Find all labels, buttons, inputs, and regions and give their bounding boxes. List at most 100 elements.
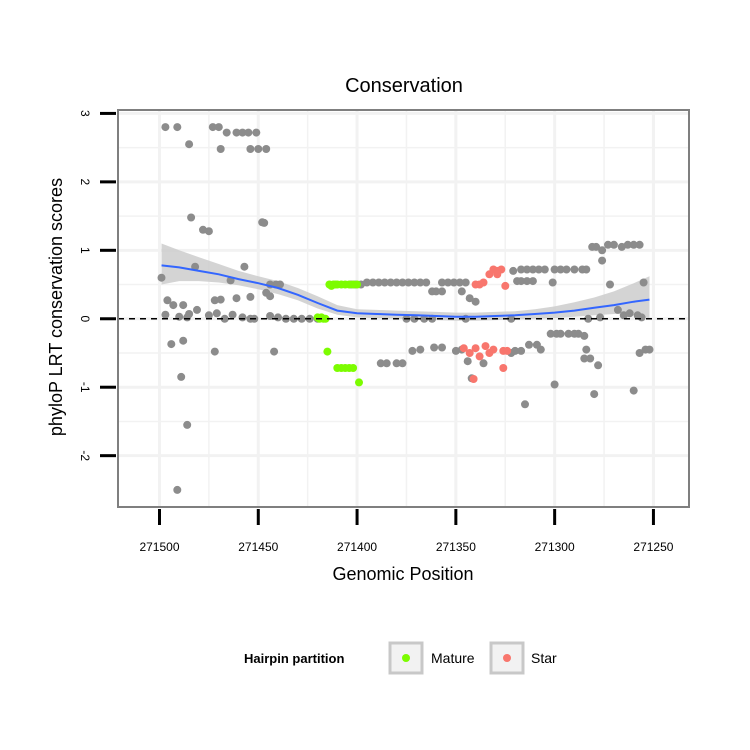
y-tick-label: 3	[78, 110, 92, 117]
point-other	[416, 278, 425, 287]
grid-lines	[118, 110, 689, 507]
point-other	[629, 240, 638, 249]
point-other	[191, 262, 200, 271]
point-other	[274, 313, 282, 322]
point-mature	[323, 347, 332, 356]
point-other	[254, 145, 263, 153]
point-other	[422, 278, 431, 287]
point-other	[392, 278, 401, 287]
point-other	[260, 218, 269, 227]
point-other	[228, 310, 237, 319]
point-other	[438, 278, 446, 287]
point-other	[556, 329, 565, 338]
point-other	[212, 309, 221, 318]
point-other	[216, 145, 225, 153]
plot-frame	[117, 109, 690, 508]
legend: Hairpin partition Mature Star	[244, 641, 557, 675]
point-star	[459, 344, 468, 353]
point-other	[444, 278, 452, 287]
point-other	[185, 310, 194, 318]
point-other	[550, 265, 559, 274]
smooth-fit-layer	[161, 264, 650, 318]
point-star	[501, 281, 510, 290]
x-tick-label: 271250	[633, 540, 673, 554]
point-mature	[353, 280, 362, 289]
point-other	[604, 240, 612, 249]
point-other	[639, 278, 648, 287]
point-other	[420, 314, 429, 323]
point-other	[635, 349, 644, 357]
point-other	[368, 278, 377, 287]
legend-label-mature: Mature	[431, 650, 475, 666]
point-other	[528, 265, 537, 274]
y-axis-ticks: -2 -1 0 1 2 3	[78, 110, 116, 461]
point-other	[179, 301, 188, 310]
point-other	[374, 278, 383, 287]
point-other	[606, 280, 614, 289]
point-other	[598, 256, 607, 265]
point-other	[590, 390, 599, 399]
point-other	[193, 305, 201, 314]
point-other	[457, 287, 466, 296]
point-other	[517, 277, 526, 286]
y-tick-label: -1	[78, 382, 92, 393]
point-mature	[355, 378, 363, 387]
point-star	[475, 352, 484, 361]
point-other	[463, 357, 472, 366]
x-axis-ticks: 271500 271450 271400 271350 271300 271250	[139, 509, 674, 554]
point-other	[564, 329, 573, 338]
point-other	[398, 278, 407, 287]
point-other	[185, 140, 194, 149]
y-tick-label: 0	[78, 315, 92, 322]
point-other	[246, 145, 255, 153]
point-other	[432, 287, 441, 296]
x-tick-label: 271350	[436, 540, 476, 554]
point-other	[244, 128, 253, 137]
point-other	[438, 287, 446, 296]
point-mature	[313, 313, 322, 322]
point-other	[511, 346, 520, 355]
point-other	[645, 345, 654, 354]
point-other	[455, 278, 464, 287]
point-other	[262, 145, 271, 153]
point-other	[214, 123, 223, 132]
point-other	[461, 278, 470, 287]
point-other	[548, 278, 557, 287]
point-other	[270, 347, 279, 356]
point-other	[252, 128, 261, 137]
point-other	[173, 485, 182, 494]
point-other	[635, 240, 644, 249]
point-other	[528, 277, 537, 286]
point-other	[580, 331, 589, 340]
point-other	[183, 420, 192, 429]
point-other	[517, 346, 526, 355]
point-other	[517, 265, 526, 274]
legend-label-star: Star	[531, 650, 557, 666]
point-other	[404, 278, 413, 287]
point-other	[617, 242, 626, 251]
point-mature	[349, 364, 358, 372]
point-other	[266, 312, 275, 320]
point-other	[163, 296, 172, 305]
point-other	[380, 278, 389, 287]
point-other	[289, 314, 298, 323]
point-other	[536, 345, 545, 354]
confidence-band-layer	[161, 243, 650, 321]
point-other	[376, 359, 385, 368]
point-other	[507, 314, 516, 323]
point-other	[582, 345, 591, 354]
data-points	[157, 123, 654, 494]
point-other	[276, 280, 284, 289]
point-other	[580, 354, 589, 363]
point-other	[430, 343, 439, 352]
point-other	[187, 213, 196, 222]
point-star	[489, 345, 498, 354]
point-other	[246, 292, 255, 301]
point-other	[525, 340, 533, 349]
point-other	[586, 354, 595, 363]
point-other	[556, 265, 565, 274]
point-other	[471, 297, 480, 306]
point-other	[584, 314, 593, 323]
point-other	[238, 313, 247, 322]
point-other	[449, 278, 458, 287]
